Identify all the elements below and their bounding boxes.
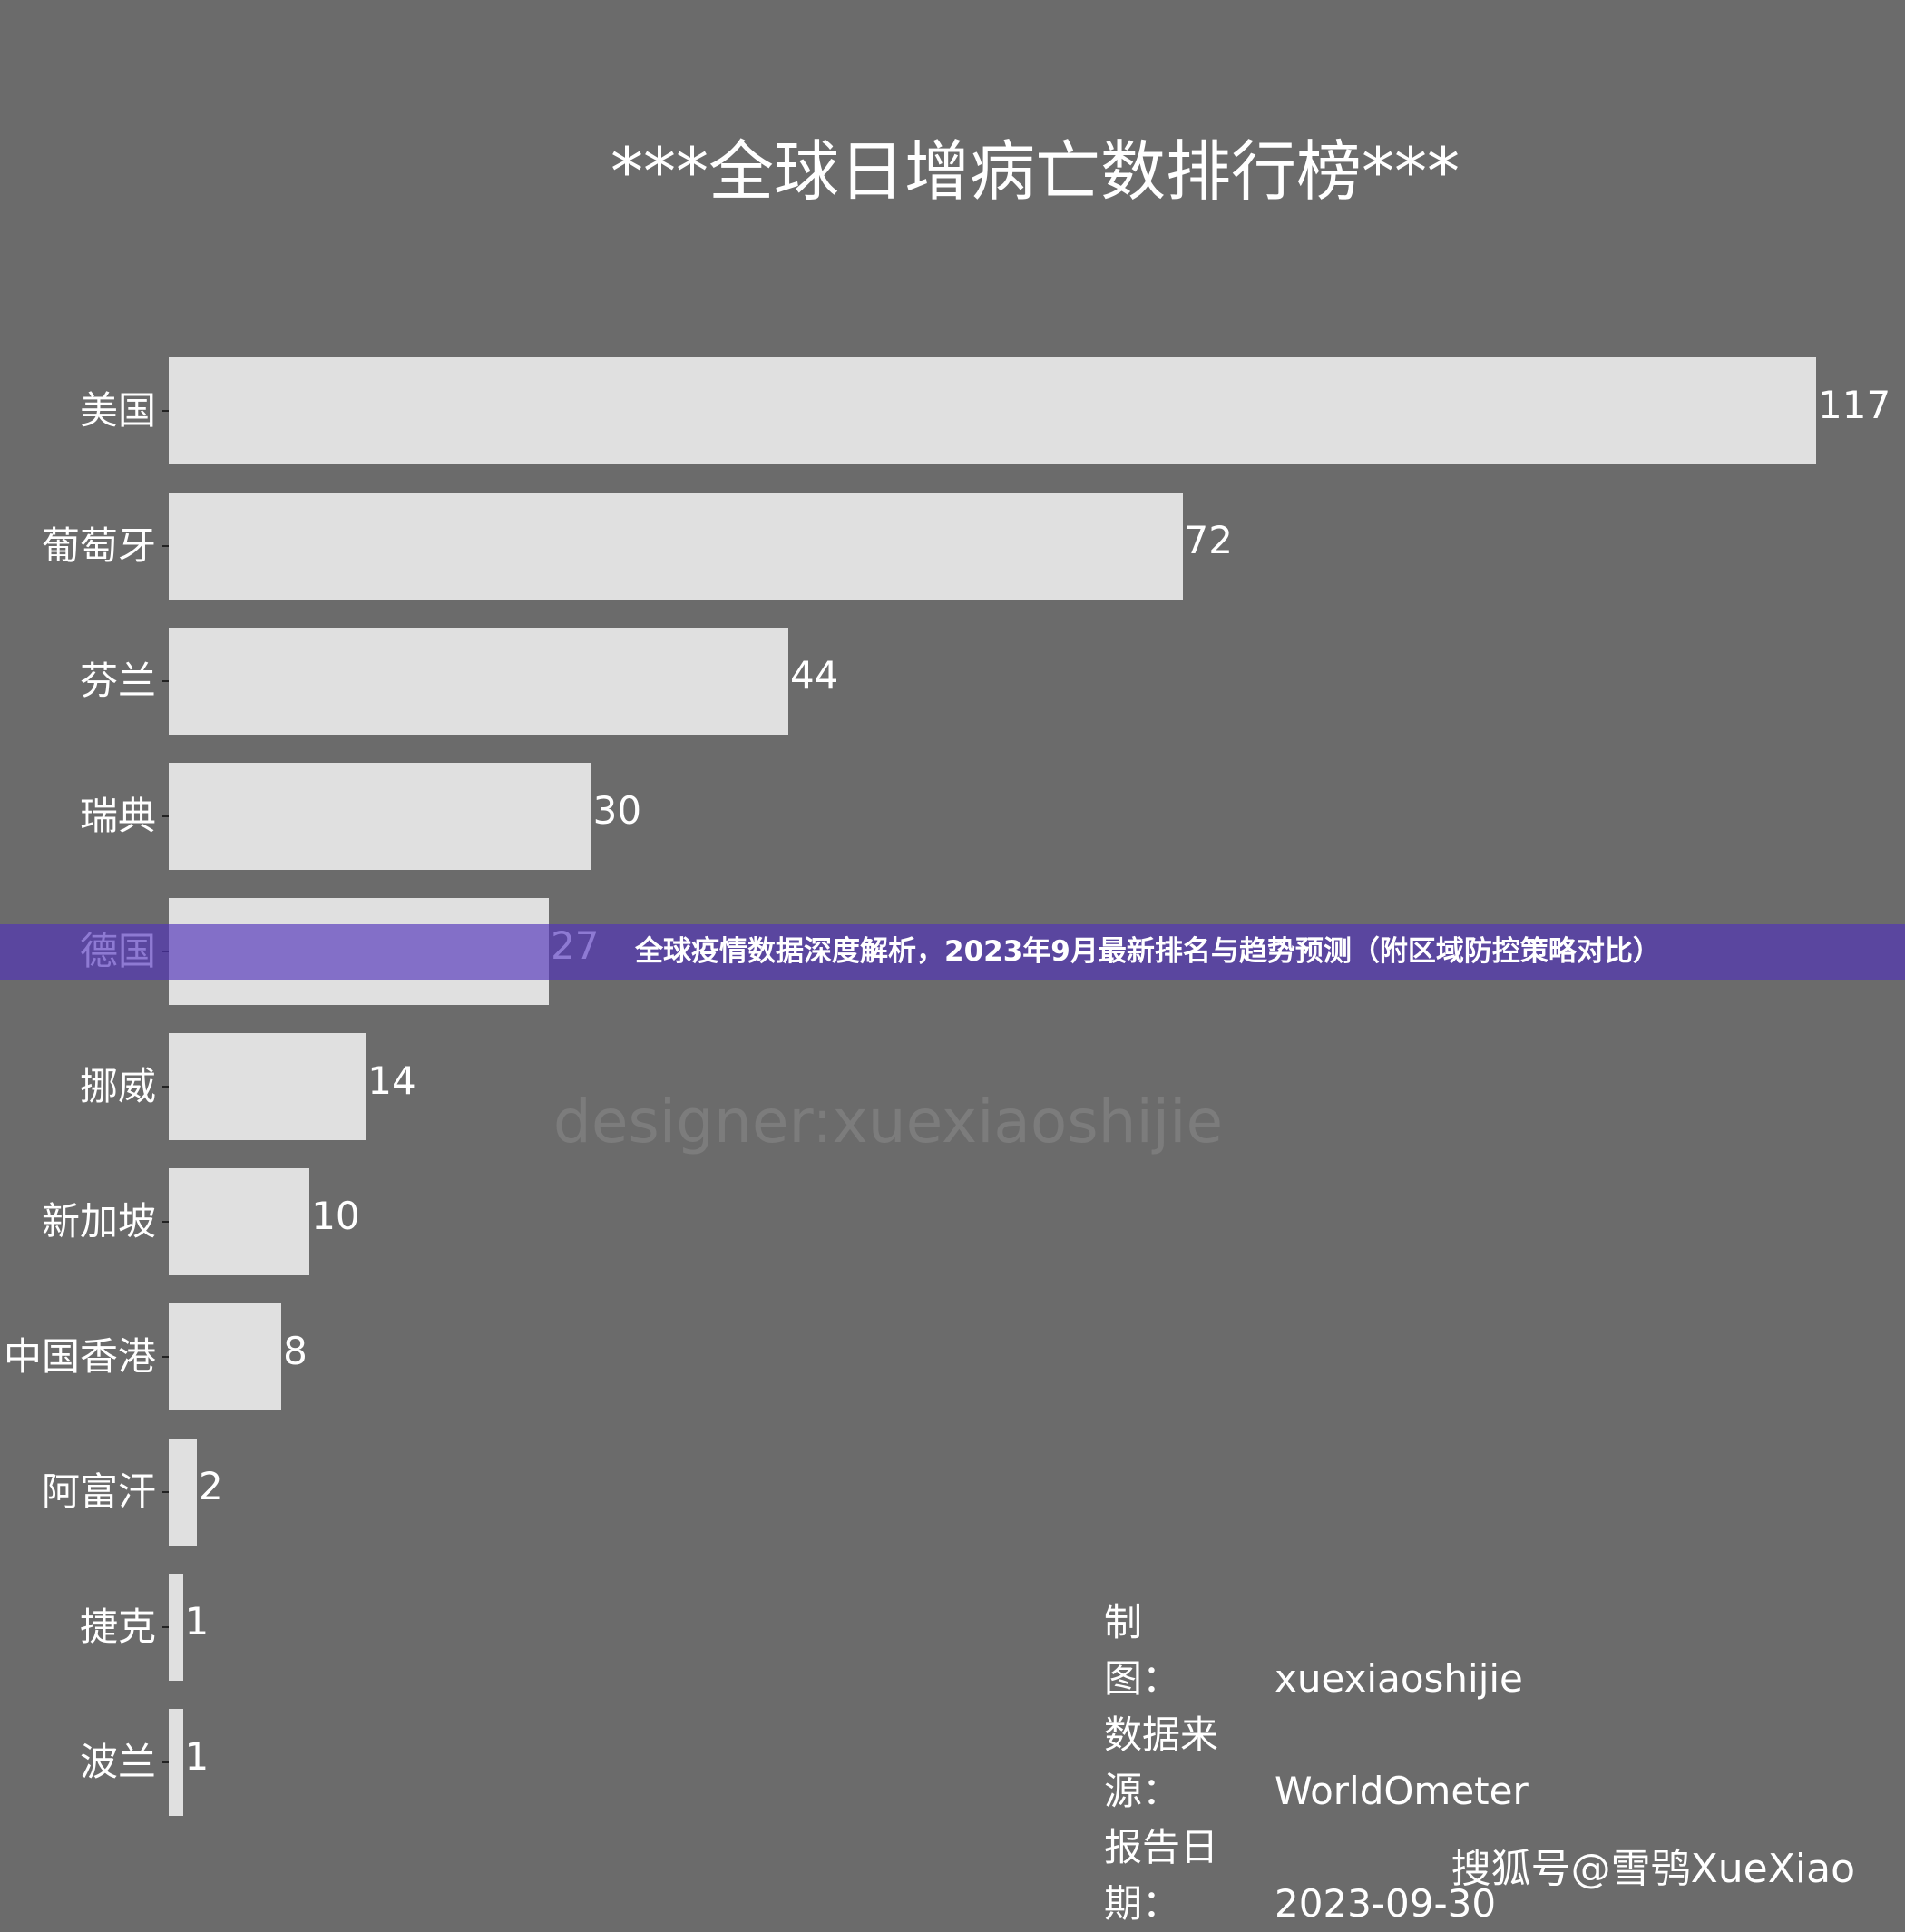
bar [169,1303,282,1410]
category-label: 葡萄牙 [41,523,156,568]
headline-banner-text[interactable]: 全球疫情数据深度解析，2023年9月最新排名与趋势预测（附区域防控策略对比） [635,935,1661,968]
y-tick [162,1221,169,1223]
y-tick [162,1356,169,1358]
info-value: WorldOmeter [1275,1769,1529,1813]
value-label: 1 [184,1599,210,1644]
info-key: 制 图： [1104,1600,1219,1701]
value-label: 1 [184,1734,210,1779]
value-label: 44 [789,653,839,698]
y-tick [162,680,169,682]
value-label: 10 [311,1194,360,1238]
category-label: 瑞典 [79,794,156,838]
category-label: 波兰 [79,1740,156,1784]
bar [169,1574,183,1681]
info-key: 报告日期： [1104,1825,1219,1926]
category-label: 阿富汗 [41,1469,156,1514]
y-tick [162,545,169,547]
y-tick [162,815,169,817]
category-label: 芬兰 [79,659,156,703]
value-label: 30 [592,788,642,833]
value-label: 117 [1818,383,1891,427]
category-label: 中国香港 [3,1334,156,1379]
info-block: 制 图： xuexiaoshijie 数据来源： WorldOmeter 报告日期：… [1104,1595,1529,1932]
headline-banner [0,924,1905,980]
bar [169,1168,310,1275]
category-label: 新加坡 [41,1199,156,1244]
y-tick [162,1761,169,1763]
bar [169,628,788,735]
bar [169,493,1183,600]
y-tick [162,1086,169,1088]
info-value: xuexiaoshijie [1275,1656,1523,1701]
sohu-source-mark: 搜狐号@雪鸮XueXiao [1451,1846,1855,1892]
value-label: 72 [1184,518,1233,562]
category-label: 美国 [79,388,156,433]
value-label: 2 [199,1464,223,1508]
bar [169,1439,198,1546]
y-tick [162,410,169,412]
bar [169,1709,183,1816]
bar [169,357,1816,464]
chart-title: ***全球日增病亡数排行榜*** [610,133,1460,210]
info-line-author: 制 图： xuexiaoshijie [1104,1595,1529,1707]
value-label: 8 [283,1329,308,1373]
category-label: 挪威 [79,1064,156,1108]
info-key: 数据来源： [1104,1712,1219,1813]
category-label: 捷克 [79,1605,156,1649]
y-tick [162,1626,169,1628]
y-tick [162,1491,169,1493]
designer-watermark: designer:xuexiaoshijie [552,1087,1224,1156]
info-line-source: 数据来源： WorldOmeter [1104,1707,1529,1820]
bar [169,1033,366,1140]
bar [169,763,591,870]
value-label: 14 [367,1059,416,1103]
